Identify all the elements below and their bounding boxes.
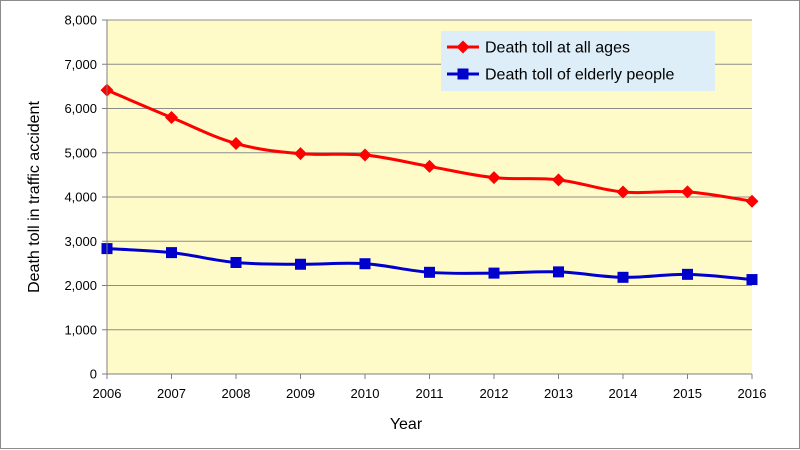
legend-item: Death toll of elderly people xyxy=(447,67,675,84)
y-tick-label: 1,000 xyxy=(64,322,97,337)
data-point xyxy=(553,266,564,278)
data-point xyxy=(552,173,565,187)
legend-box xyxy=(441,31,715,91)
data-point xyxy=(166,247,177,259)
x-tick-label: 2016 xyxy=(738,386,767,401)
x-tick-label: 2011 xyxy=(416,386,444,401)
y-tick-label: 4,000 xyxy=(64,190,97,205)
data-point xyxy=(682,268,693,280)
data-point xyxy=(294,147,307,161)
x-ticks xyxy=(106,374,753,379)
legend-swatch-marker xyxy=(456,40,470,54)
y-tick-labels: 0 1,000 2,000 3,000 4,000 5,000 6,000 7,000 8,00… xyxy=(64,13,97,382)
y-axis-title: Death toll in traffic accident xyxy=(26,101,43,293)
data-point xyxy=(746,274,758,286)
x-tick-label: 2007 xyxy=(157,386,186,401)
y-tick-label: 5,000 xyxy=(64,145,97,160)
x-tick-label: 2014 xyxy=(609,386,638,401)
data-point xyxy=(230,256,242,268)
series-layer xyxy=(100,83,759,286)
y-tick-label: 7,000 xyxy=(64,57,97,72)
gridlines xyxy=(102,19,752,375)
data-point xyxy=(229,137,243,151)
data-point xyxy=(424,266,435,278)
x-tick-label: 2012 xyxy=(480,386,509,401)
legend-items: Death toll at all ages Death toll of elde… xyxy=(447,40,675,84)
x-axis-title: Year xyxy=(390,416,423,433)
data-point xyxy=(295,258,306,270)
legend-label: Death toll of elderly people xyxy=(485,67,675,84)
y-tick-label: 0 xyxy=(90,367,97,382)
y-tick-label: 2,000 xyxy=(64,278,97,293)
series-1 xyxy=(100,83,759,208)
x-tick-label: 2009 xyxy=(286,386,315,401)
x-tick-label: 2013 xyxy=(544,386,573,401)
data-point xyxy=(617,271,629,283)
legend: Death toll at all ages Death toll of elde… xyxy=(441,31,715,91)
legend-swatch-marker xyxy=(457,68,469,80)
data-point xyxy=(487,171,501,185)
x-tick-label: 2006 xyxy=(93,386,122,401)
legend-label: Death toll at all ages xyxy=(485,40,630,57)
data-point xyxy=(165,111,178,125)
legend-item: Death toll at all ages xyxy=(447,40,630,57)
x-tick-labels: 2006 2007 2008 2009 2010 2011 2012 2013 2014 2015… xyxy=(93,386,767,401)
data-point xyxy=(745,194,759,208)
x-tick-label: 2008 xyxy=(222,386,251,401)
y-tick-label: 6,000 xyxy=(64,101,97,116)
x-tick-label: 2015 xyxy=(673,386,702,401)
x-tick-label: 2010 xyxy=(351,386,380,401)
data-point xyxy=(681,185,694,199)
y-tick-label: 8,000 xyxy=(64,13,97,28)
y-tick-label: 3,000 xyxy=(64,234,97,249)
series-2 xyxy=(101,243,758,286)
data-point xyxy=(616,185,630,199)
data-point xyxy=(358,148,372,162)
data-point xyxy=(359,258,371,270)
data-point xyxy=(423,159,436,173)
data-point xyxy=(488,267,500,279)
